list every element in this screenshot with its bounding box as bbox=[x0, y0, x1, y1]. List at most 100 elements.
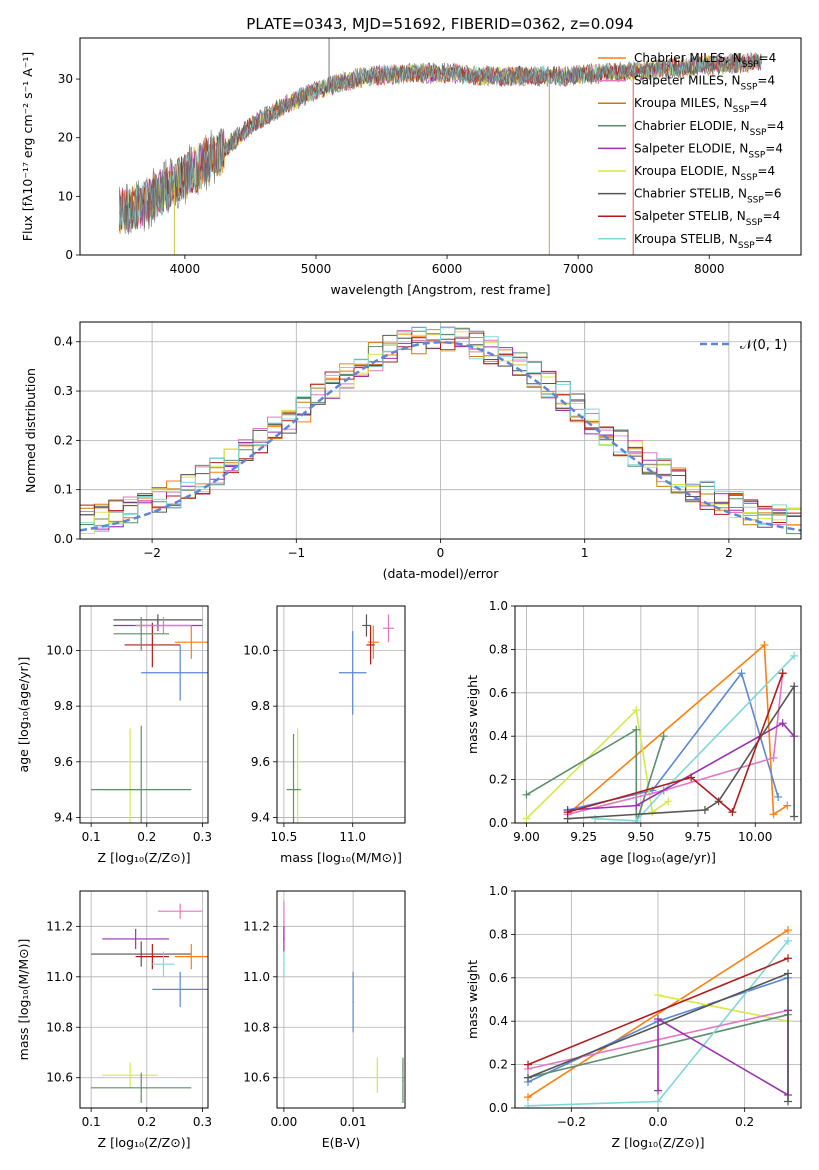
weight-point-marker bbox=[790, 812, 799, 821]
legend-label: Salpeter STELIB, NSSP=4 bbox=[634, 209, 780, 228]
weight-series-line bbox=[567, 673, 784, 814]
x-tick-label: 0.1 bbox=[82, 830, 101, 844]
weight-point-marker bbox=[654, 1086, 662, 1095]
errorbar-point bbox=[366, 625, 375, 665]
y-axis-label: Flux [fλ10⁻¹⁷ erg cm⁻² s⁻¹ A⁻¹] bbox=[20, 52, 35, 241]
legend-label: Kroupa MILES, NSSP=4 bbox=[634, 96, 767, 115]
spectrum-data-line bbox=[119, 52, 762, 235]
x-axis-label: Z [log₁₀(Z/Z⊙)] bbox=[98, 1135, 191, 1150]
weight-point-marker bbox=[524, 1093, 532, 1102]
y-tick-label: 30 bbox=[58, 72, 73, 86]
errorbar-point bbox=[124, 622, 181, 668]
axes-frame bbox=[514, 605, 802, 824]
x-tick-label: −1 bbox=[287, 546, 305, 560]
x-tick-label: 8000 bbox=[694, 262, 725, 276]
weight-series-line bbox=[595, 655, 795, 822]
legend-label: Chabrier STELIB, NSSP=6 bbox=[634, 187, 782, 206]
errorbar-point bbox=[286, 733, 301, 823]
legend-label: Salpeter ELODIE, NSSP=4 bbox=[634, 141, 783, 160]
weight-series bbox=[524, 926, 792, 1108]
errorbar-point bbox=[338, 631, 367, 715]
y-tick-label: 1.0 bbox=[489, 884, 508, 898]
weight-point-marker bbox=[774, 792, 783, 801]
errorbar-point bbox=[352, 971, 354, 1033]
histogram-legend: 𝒩(0, 1) bbox=[700, 338, 787, 353]
y-tick-label: 0.1 bbox=[54, 483, 73, 497]
weight-series-line bbox=[525, 728, 665, 823]
axes-frame bbox=[79, 37, 802, 256]
y-tick-label: 0.4 bbox=[489, 729, 508, 743]
weight-series-line bbox=[657, 1010, 789, 1097]
weight-point-marker bbox=[563, 808, 572, 817]
weight-point-marker bbox=[790, 651, 799, 660]
legend-label: Chabrier MILES, NSSP=4 bbox=[634, 51, 776, 70]
weight-point-marker bbox=[728, 808, 737, 817]
age-vs-metallicity-panel: 0.1 0.2 0.3 9.4 9.6 9.8 10.0 Z [log₁₀(Z/Z⊙)] age… bbox=[16, 605, 212, 865]
weight-point-marker bbox=[632, 725, 641, 734]
errorbar-point bbox=[283, 951, 285, 977]
age-vs-mass-panel: 10.5 11.0 9.4 9.6 9.8 10.0 mass [log₁₀(M/M⊙)] bbox=[243, 605, 406, 865]
weight-point-marker bbox=[778, 669, 787, 678]
errorbar-point bbox=[135, 617, 192, 634]
histogram-step bbox=[80, 332, 801, 523]
x-tick-label: 1 bbox=[581, 546, 589, 560]
y-axis-label: mass weight bbox=[465, 675, 480, 754]
y-tick-label: 0.8 bbox=[489, 642, 508, 656]
x-tick-label: 7000 bbox=[563, 262, 594, 276]
errorbar-points bbox=[91, 614, 208, 823]
gaussian-curve bbox=[80, 340, 801, 532]
x-tick-label: 6000 bbox=[432, 262, 463, 276]
y-tick-label: 0.0 bbox=[489, 1101, 508, 1115]
y-axis-label: mass [log₁₀(M/M⊙)] bbox=[16, 939, 31, 1061]
x-tick-label: 0.3 bbox=[193, 1115, 212, 1129]
y-axis-label: Normed distribution bbox=[23, 368, 38, 493]
errorbar-points bbox=[283, 901, 404, 1103]
x-axis-label: wavelength [Angstrom, rest frame] bbox=[330, 282, 550, 297]
y-tick-label: 11.2 bbox=[46, 919, 73, 933]
weight-series-line bbox=[567, 722, 795, 811]
weight-point-marker bbox=[654, 991, 662, 1000]
weight-point-marker bbox=[654, 1015, 662, 1024]
weight-point-marker bbox=[769, 753, 778, 762]
axes-frame bbox=[79, 321, 802, 540]
y-tick-label: 20 bbox=[58, 131, 73, 145]
figure-title: PLATE=0343, MJD=51692, FIBERID=0362, z=0… bbox=[246, 15, 633, 33]
y-tick-label: 0.6 bbox=[489, 686, 508, 700]
weight-point-marker bbox=[522, 814, 531, 823]
y-tick-label: 10.6 bbox=[243, 1071, 270, 1085]
axes-frame bbox=[276, 605, 406, 824]
weight-point-marker bbox=[784, 954, 792, 963]
weight-point-marker bbox=[769, 810, 778, 819]
y-tick-label: 0.2 bbox=[489, 773, 508, 787]
y-tick-label: 9.6 bbox=[54, 755, 73, 769]
weight-point-marker bbox=[778, 719, 787, 728]
x-tick-label: 4000 bbox=[170, 262, 201, 276]
errorbar-point bbox=[91, 1072, 192, 1103]
x-axis-label: Z [log₁₀(Z/Z⊙)] bbox=[612, 1135, 705, 1150]
x-axis-label: E(B-V) bbox=[322, 1135, 361, 1150]
mass-vs-metallicity-panel: 0.1 0.2 0.3 10.6 10.8 11.0 11.2 Z [log₁₀(Z/Z⊙)]… bbox=[16, 890, 212, 1150]
y-tick-label: 10.8 bbox=[243, 1020, 270, 1034]
legend-label: Chabrier ELODIE, NSSP=4 bbox=[634, 119, 784, 138]
y-tick-label: 10.6 bbox=[46, 1071, 73, 1085]
x-tick-label: 11.0 bbox=[339, 830, 366, 844]
x-axis-label: mass [log₁₀(M/M⊙)] bbox=[280, 850, 402, 865]
errorbar-point bbox=[376, 1057, 379, 1093]
spectrum-legend: Chabrier MILES, NSSP=4 Salpeter MILES, NS… bbox=[598, 51, 784, 251]
axes-frame bbox=[276, 890, 406, 1109]
errorbar-point bbox=[157, 903, 203, 919]
x-tick-label: 2 bbox=[725, 546, 733, 560]
y-tick-label: 9.8 bbox=[251, 699, 270, 713]
weight-point-marker bbox=[632, 706, 641, 715]
legend-label: Salpeter MILES, NSSP=4 bbox=[634, 74, 775, 93]
axes-frame bbox=[79, 605, 209, 824]
x-tick-label: −0.2 bbox=[557, 1115, 586, 1129]
y-tick-label: 0.2 bbox=[489, 1058, 508, 1072]
y-tick-label: 9.8 bbox=[54, 699, 73, 713]
x-tick-label: 0.01 bbox=[340, 1115, 367, 1129]
legend-label: Kroupa ELODIE, NSSP=4 bbox=[634, 164, 775, 183]
weight-point-marker bbox=[591, 814, 600, 823]
x-tick-label: 9.75 bbox=[685, 830, 712, 844]
y-tick-label: 10 bbox=[58, 189, 73, 203]
